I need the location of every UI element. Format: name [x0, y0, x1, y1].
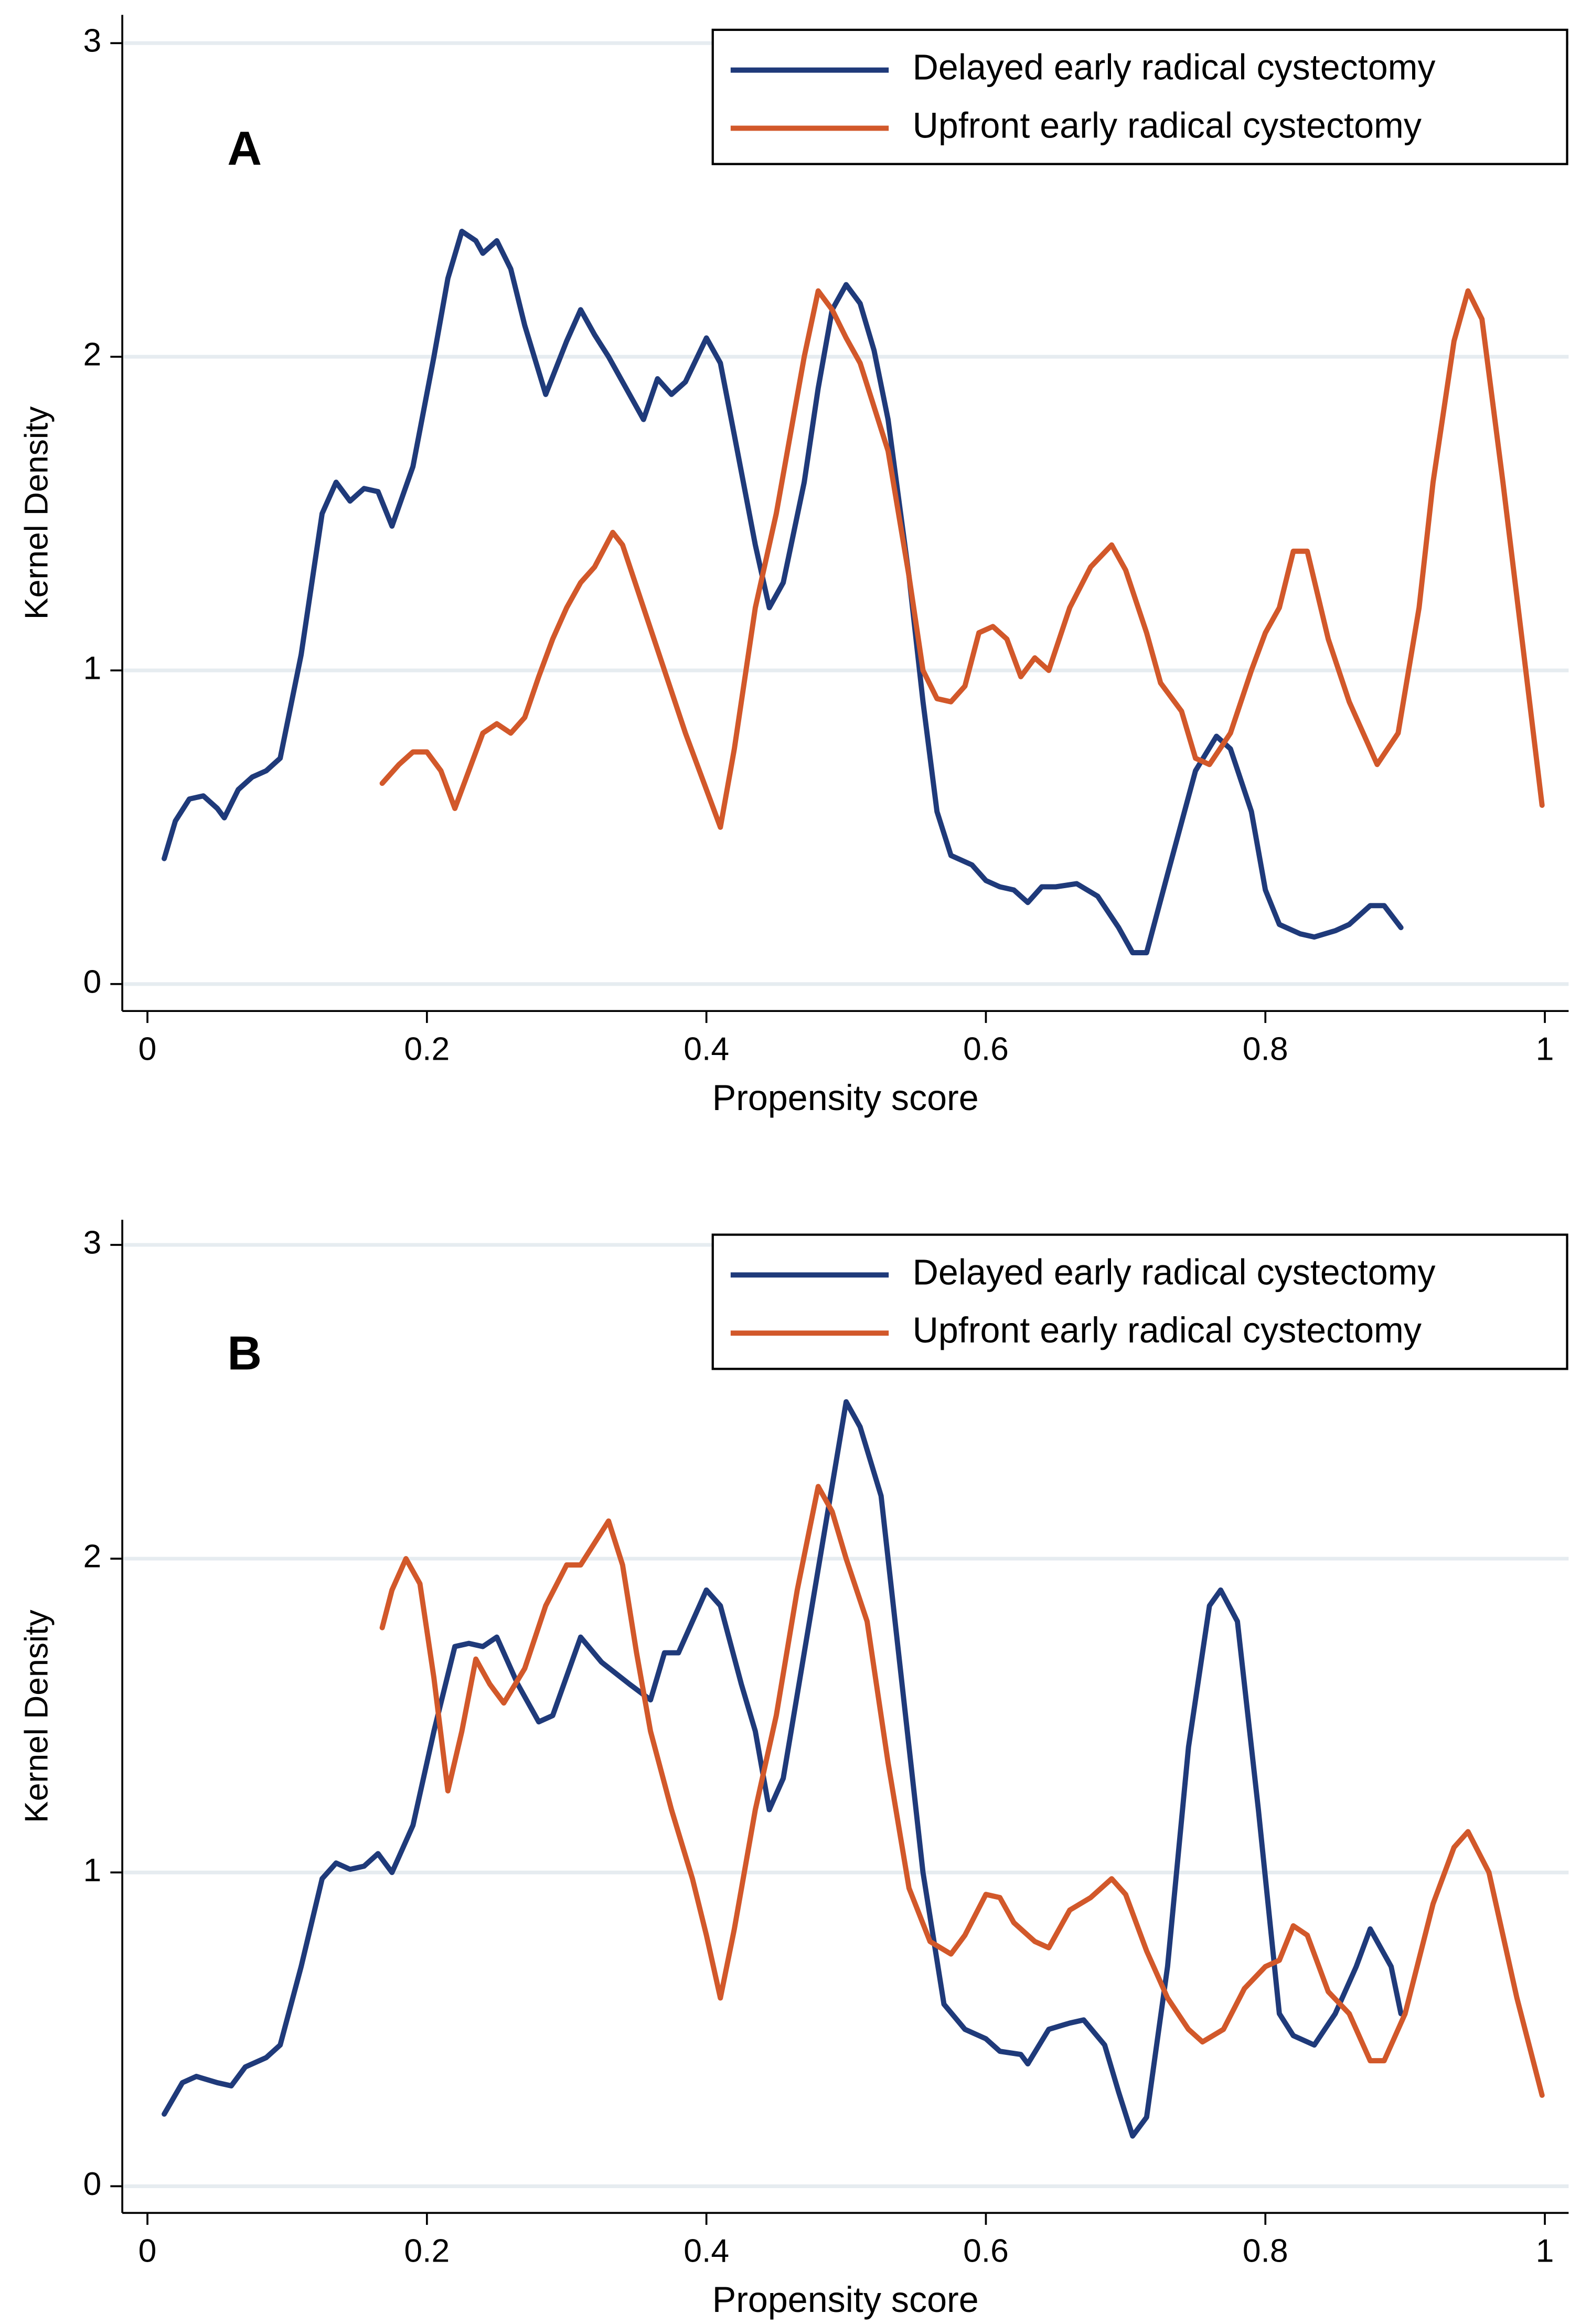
y-tick-label: 2	[83, 1538, 102, 1575]
x-tick-label: 0.8	[1243, 1030, 1288, 1067]
x-tick-label: 0.6	[963, 1030, 1009, 1067]
x-axis-label: Propensity score	[712, 2280, 979, 2320]
x-tick-label: 0	[138, 1030, 157, 1067]
legend-label: Delayed early radical cystectomy	[913, 48, 1436, 88]
y-tick-label: 1	[83, 1852, 102, 1889]
y-tick-label: 0	[83, 963, 102, 1000]
y-tick-label: 0	[83, 2166, 102, 2202]
density-line	[379, 288, 1545, 830]
x-axis-label: Propensity score	[712, 1078, 979, 1118]
legend-label: Upfront early radical cystectomy	[913, 1310, 1422, 1350]
y-axis-label: Kernel Density	[18, 406, 55, 620]
density-line	[162, 228, 1404, 955]
panel-label: B	[227, 1327, 262, 1380]
legend-box	[711, 1233, 1568, 1370]
density-line	[379, 1484, 1545, 2098]
x-tick-label: 0.6	[963, 2232, 1009, 2269]
x-tick-label: 0.4	[684, 2232, 729, 2269]
y-tick-label: 1	[83, 649, 102, 686]
y-tick-label: 3	[83, 23, 102, 59]
legend-label: Delayed early radical cystectomy	[913, 1252, 1436, 1292]
legend-box	[711, 28, 1568, 165]
panel-label: A	[227, 122, 262, 175]
x-tick-label: 0.4	[684, 1030, 729, 1067]
density-line	[162, 1399, 1404, 2139]
x-tick-label: 0.2	[404, 2232, 450, 2269]
x-tick-label: 0.8	[1243, 2232, 1288, 2269]
legend-label: Upfront early radical cystectomy	[913, 105, 1422, 145]
x-tick-label: 0	[138, 2232, 157, 2269]
x-tick-label: 1	[1536, 2232, 1554, 2269]
x-tick-label: 0.2	[404, 1030, 450, 1067]
y-tick-label: 2	[83, 336, 102, 373]
y-axis-label: Kernel Density	[18, 1609, 55, 1823]
y-tick-label: 3	[83, 1224, 102, 1261]
x-tick-label: 1	[1536, 1030, 1554, 1067]
